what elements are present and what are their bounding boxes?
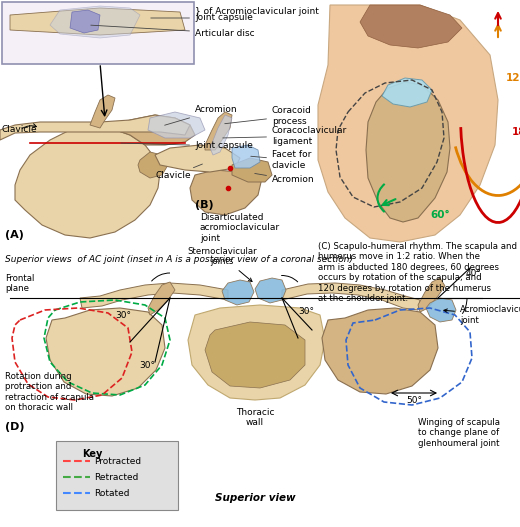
Text: 30°: 30° <box>115 311 131 320</box>
Text: Disarticulated
acromioclavicular
joint: Disarticulated acromioclavicular joint <box>200 213 280 243</box>
Polygon shape <box>46 308 165 396</box>
Text: 120°: 120° <box>506 73 520 83</box>
Polygon shape <box>110 115 195 145</box>
Text: Articular disc: Articular disc <box>91 25 255 37</box>
Polygon shape <box>138 152 168 178</box>
Polygon shape <box>426 298 456 322</box>
Text: Key: Key <box>82 449 102 459</box>
Text: Frontal
plane: Frontal plane <box>5 274 34 293</box>
Text: (C) Scapulo-humeral rhythm. The scapula and
humerus move in 1:2 ratio. When the
: (C) Scapulo-humeral rhythm. The scapula … <box>318 242 517 303</box>
Text: Retracted: Retracted <box>94 473 138 482</box>
Text: Acromioclavicular
joint: Acromioclavicular joint <box>444 305 520 325</box>
Text: (A): (A) <box>5 230 24 240</box>
Text: Superior view: Superior view <box>215 493 295 503</box>
Text: Joint capsule: Joint capsule <box>151 14 253 23</box>
Polygon shape <box>318 5 498 242</box>
Text: Acromion: Acromion <box>255 173 315 184</box>
Polygon shape <box>70 10 100 33</box>
Polygon shape <box>232 158 272 182</box>
Text: Joint capsule: Joint capsule <box>121 142 253 151</box>
Polygon shape <box>148 282 175 315</box>
Text: Coracoclavicular
ligament: Coracoclavicular ligament <box>223 126 347 145</box>
Polygon shape <box>15 125 160 238</box>
Text: (D): (D) <box>5 422 24 432</box>
Text: Superior views  of AC joint (inset in A is a posterior view of a coronal section: Superior views of AC joint (inset in A i… <box>5 255 353 264</box>
Polygon shape <box>205 112 232 150</box>
Text: 30°: 30° <box>298 307 314 316</box>
Polygon shape <box>210 115 232 155</box>
Polygon shape <box>366 82 450 222</box>
Text: Clavicle: Clavicle <box>155 164 202 181</box>
Polygon shape <box>255 278 286 303</box>
Polygon shape <box>0 115 190 140</box>
Polygon shape <box>188 305 325 400</box>
Polygon shape <box>322 308 438 394</box>
Polygon shape <box>382 78 432 107</box>
Text: 180°: 180° <box>512 127 520 137</box>
Polygon shape <box>282 283 420 310</box>
Text: Acromion: Acromion <box>165 105 238 125</box>
Text: Facet for
clavicle: Facet for clavicle <box>251 150 311 170</box>
Polygon shape <box>50 6 140 38</box>
Text: Rotation during
protraction and
retraction of scapula
on thoracic wall: Rotation during protraction and retracti… <box>5 372 94 412</box>
Polygon shape <box>148 112 205 138</box>
Polygon shape <box>190 162 262 215</box>
Polygon shape <box>418 278 445 312</box>
Text: Sternoclavicular
joints: Sternoclavicular joints <box>187 247 257 281</box>
Text: 50°: 50° <box>406 396 422 405</box>
Text: Clavicle: Clavicle <box>2 124 37 134</box>
Text: Coracoid
process: Coracoid process <box>225 106 312 126</box>
Polygon shape <box>232 145 260 168</box>
Text: Thoracic
wall: Thoracic wall <box>236 408 274 427</box>
Polygon shape <box>360 5 462 48</box>
Text: } of Acromioclavicular joint: } of Acromioclavicular joint <box>195 7 319 16</box>
Polygon shape <box>155 145 240 172</box>
Polygon shape <box>90 95 115 128</box>
Text: 40°: 40° <box>466 269 482 278</box>
Polygon shape <box>80 283 228 308</box>
Polygon shape <box>222 280 254 305</box>
Text: 30°: 30° <box>139 361 155 370</box>
FancyBboxPatch shape <box>56 441 178 510</box>
Text: Winging of scapula
to change plane of
glenhoumeral joint: Winging of scapula to change plane of gl… <box>418 418 500 448</box>
Text: (B): (B) <box>195 200 214 210</box>
Text: 60°: 60° <box>430 210 450 220</box>
Polygon shape <box>205 322 305 388</box>
Polygon shape <box>10 8 185 35</box>
FancyBboxPatch shape <box>2 2 194 64</box>
Text: Protracted: Protracted <box>94 456 141 465</box>
Text: Rotated: Rotated <box>94 489 129 497</box>
